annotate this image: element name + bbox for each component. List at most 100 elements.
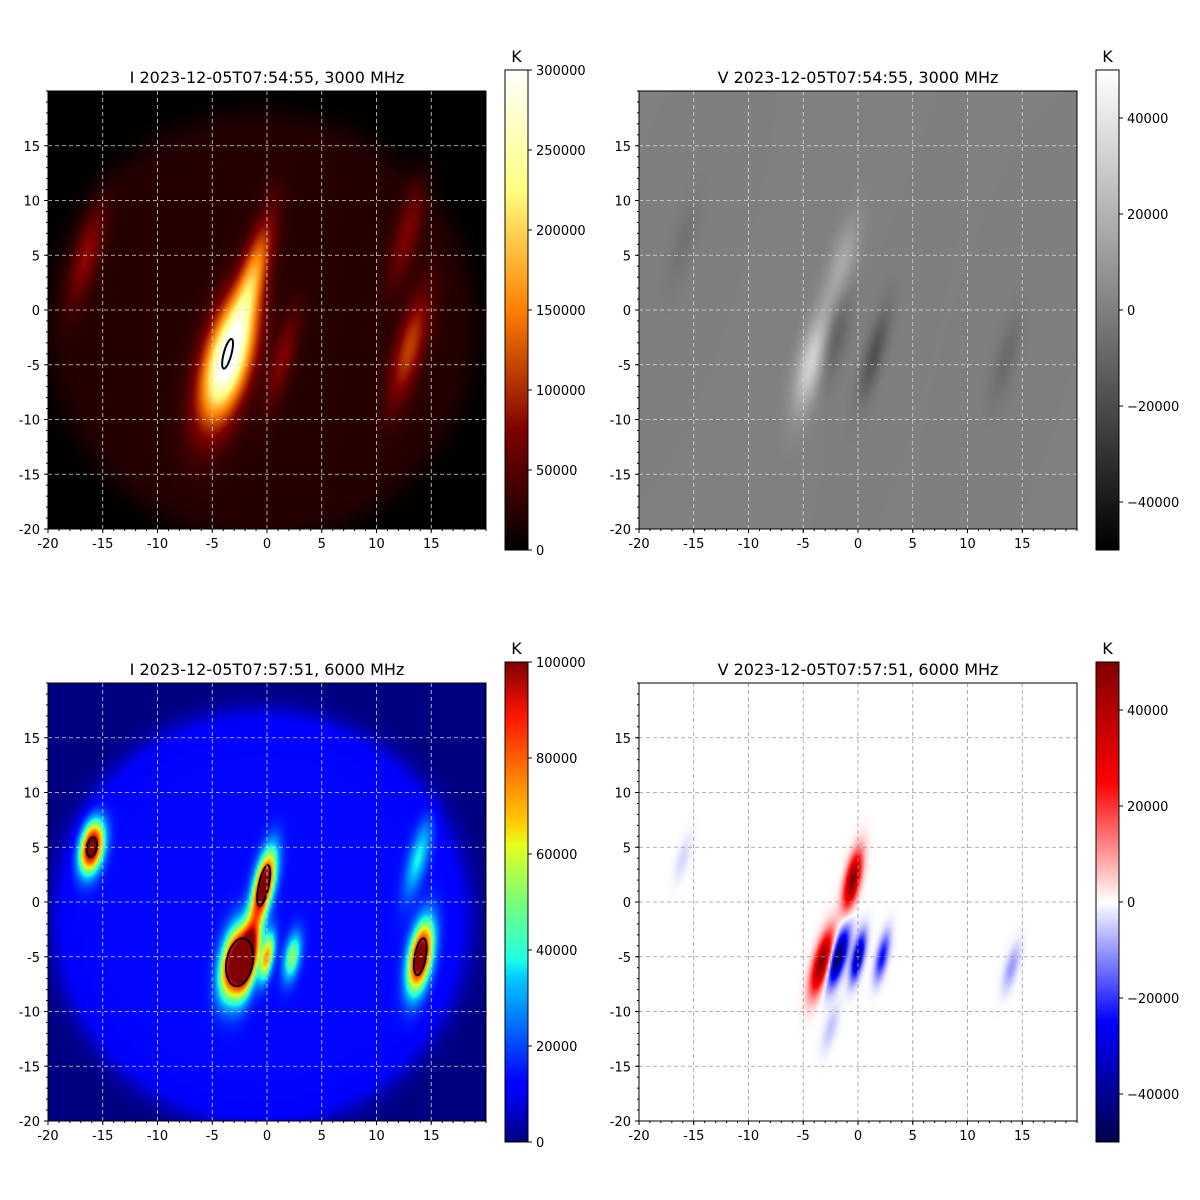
y-tick-label: 10 — [23, 195, 40, 210]
y-tick-label: -20 — [19, 523, 40, 538]
x-tick-label: -5 — [797, 1129, 810, 1144]
panel-title: I 2023-12-05T07:57:51, 6000 MHz — [130, 660, 405, 679]
y-tick-label: 10 — [23, 787, 40, 802]
colorbar-label: K — [511, 639, 522, 658]
y-tick-label: -5 — [618, 951, 631, 966]
y-tick-label: -10 — [19, 1006, 40, 1021]
x-tick-label: -15 — [683, 1129, 704, 1144]
colorbar-label: K — [511, 47, 522, 66]
x-tick-label: 15 — [1014, 1129, 1031, 1144]
x-tick-label: -10 — [147, 1129, 168, 1144]
y-tick-label: -20 — [19, 1115, 40, 1130]
x-tick-label: 0 — [854, 537, 862, 552]
x-tick-label: -15 — [92, 537, 113, 552]
y-tick-label: 15 — [23, 140, 40, 155]
colorbar-tick-label: 50000 — [536, 464, 577, 479]
colorbar-tick-label: 20000 — [1127, 208, 1168, 223]
x-tick-label: -5 — [206, 537, 219, 552]
contour-line — [256, 864, 272, 907]
contour-line — [85, 836, 98, 858]
y-tick-label: -5 — [618, 359, 631, 374]
y-tick-label: 0 — [32, 896, 40, 911]
panel-i-6000mhz: -20 -15 -10 -5 0 5 10 15 -20 -15 -10 -5 0 5 10 15 I 2023… — [19, 639, 586, 1151]
y-tick-label: 5 — [32, 841, 40, 856]
x-tick-label: 15 — [423, 1129, 440, 1144]
x-tick-label: 0 — [263, 1129, 271, 1144]
colorbar-label: K — [1102, 639, 1113, 658]
y-tick-label: 15 — [614, 140, 631, 155]
x-tick-label: -15 — [683, 537, 704, 552]
panel-title: V 2023-12-05T07:57:51, 6000 MHz — [718, 660, 999, 679]
colorbar-tick-label: 100000 — [536, 384, 586, 399]
panel-title: I 2023-12-05T07:54:55, 3000 MHz — [130, 68, 405, 87]
y-tick-label: -20 — [610, 523, 631, 538]
colorbar-tick-label: 300000 — [536, 64, 586, 79]
y-tick-label: -10 — [19, 414, 40, 429]
x-tick-label: -20 — [37, 537, 58, 552]
colorbar-gradient — [505, 70, 528, 550]
colorbar-tick-label: 200000 — [536, 224, 586, 239]
colorbar-gradient — [1096, 70, 1119, 550]
x-tick-label: -20 — [628, 537, 649, 552]
x-tick-label: 5 — [318, 1129, 326, 1144]
y-tick-label: -15 — [610, 1060, 631, 1075]
x-tick-label: 10 — [368, 1129, 385, 1144]
contour-line — [221, 337, 235, 370]
x-tick-label: -20 — [37, 1129, 58, 1144]
y-tick-label: -5 — [27, 359, 40, 374]
x-tick-label: -10 — [738, 1129, 759, 1144]
y-tick-label: -10 — [610, 414, 631, 429]
panel-v-6000mhz: -20 -15 -10 -5 0 5 10 15 -20 -15 -10 -5 0 5 10 15 V 2023… — [610, 639, 1179, 1144]
colorbar-tick-label: 40000 — [1127, 704, 1168, 719]
colorbar-tick-label: 20000 — [1127, 800, 1168, 815]
x-tick-label: 10 — [959, 537, 976, 552]
colorbar-tick-label: 100000 — [536, 656, 586, 671]
x-tick-label: 15 — [423, 537, 440, 552]
colorbar-tick-label: 0 — [536, 1136, 544, 1151]
y-tick-label: 5 — [32, 249, 40, 264]
y-tick-label: 5 — [623, 841, 631, 856]
x-tick-label: 5 — [909, 537, 917, 552]
colorbar-label: K — [1102, 47, 1113, 66]
colorbar-tick-label: 40000 — [536, 944, 577, 959]
colorbar-tick-label: 150000 — [536, 304, 586, 319]
colorbar-tick-label: −20000 — [1127, 400, 1179, 415]
x-tick-label: 0 — [263, 537, 271, 552]
x-tick-label: 10 — [368, 537, 385, 552]
y-tick-label: 0 — [623, 304, 631, 319]
panel-i-3000mhz: -20 -15 -10 -5 0 5 10 15 -20 -15 -10 -5 0 5 10 15 I 2023… — [19, 47, 586, 559]
colorbar-tick-label: 250000 — [536, 144, 586, 159]
colorbar-frame — [504, 661, 529, 1143]
y-tick-label: 10 — [614, 787, 631, 802]
x-tick-label: 0 — [854, 1129, 862, 1144]
x-tick-label: 15 — [1014, 537, 1031, 552]
y-tick-label: 15 — [614, 732, 631, 747]
panel-title: V 2023-12-05T07:54:55, 3000 MHz — [718, 68, 999, 87]
x-tick-label: -10 — [147, 537, 168, 552]
colorbar-gradient — [505, 662, 528, 1142]
colorbar-tick-label: 60000 — [536, 848, 577, 863]
colorbar-gradient — [1096, 662, 1119, 1142]
x-tick-label: -10 — [738, 537, 759, 552]
colorbar-tick-label: 0 — [1127, 304, 1135, 319]
colorbar-tick-label: 40000 — [1127, 112, 1168, 127]
x-tick-label: -5 — [206, 1129, 219, 1144]
colorbar-tick-label: −40000 — [1127, 1088, 1179, 1103]
colorbar-tick-label: 20000 — [536, 1040, 577, 1055]
x-tick-label: -20 — [628, 1129, 649, 1144]
y-tick-label: 10 — [614, 195, 631, 210]
y-tick-label: 5 — [623, 249, 631, 264]
colorbar-tick-label: −40000 — [1127, 496, 1179, 511]
colorbar-tick-label: 80000 — [536, 752, 577, 767]
panel-v-3000mhz: -20 -15 -10 -5 0 5 10 15 -20 -15 -10 -5 0 5 10 15 V 2023… — [610, 47, 1179, 552]
x-tick-label: 10 — [959, 1129, 976, 1144]
y-tick-label: 0 — [32, 304, 40, 319]
colorbar-tick-label: 0 — [1127, 896, 1135, 911]
contour-line — [413, 937, 428, 977]
y-tick-label: -15 — [19, 1060, 40, 1075]
x-tick-label: 5 — [909, 1129, 917, 1144]
y-tick-label: -10 — [610, 1006, 631, 1021]
x-tick-label: -5 — [797, 537, 810, 552]
x-tick-label: 5 — [318, 537, 326, 552]
